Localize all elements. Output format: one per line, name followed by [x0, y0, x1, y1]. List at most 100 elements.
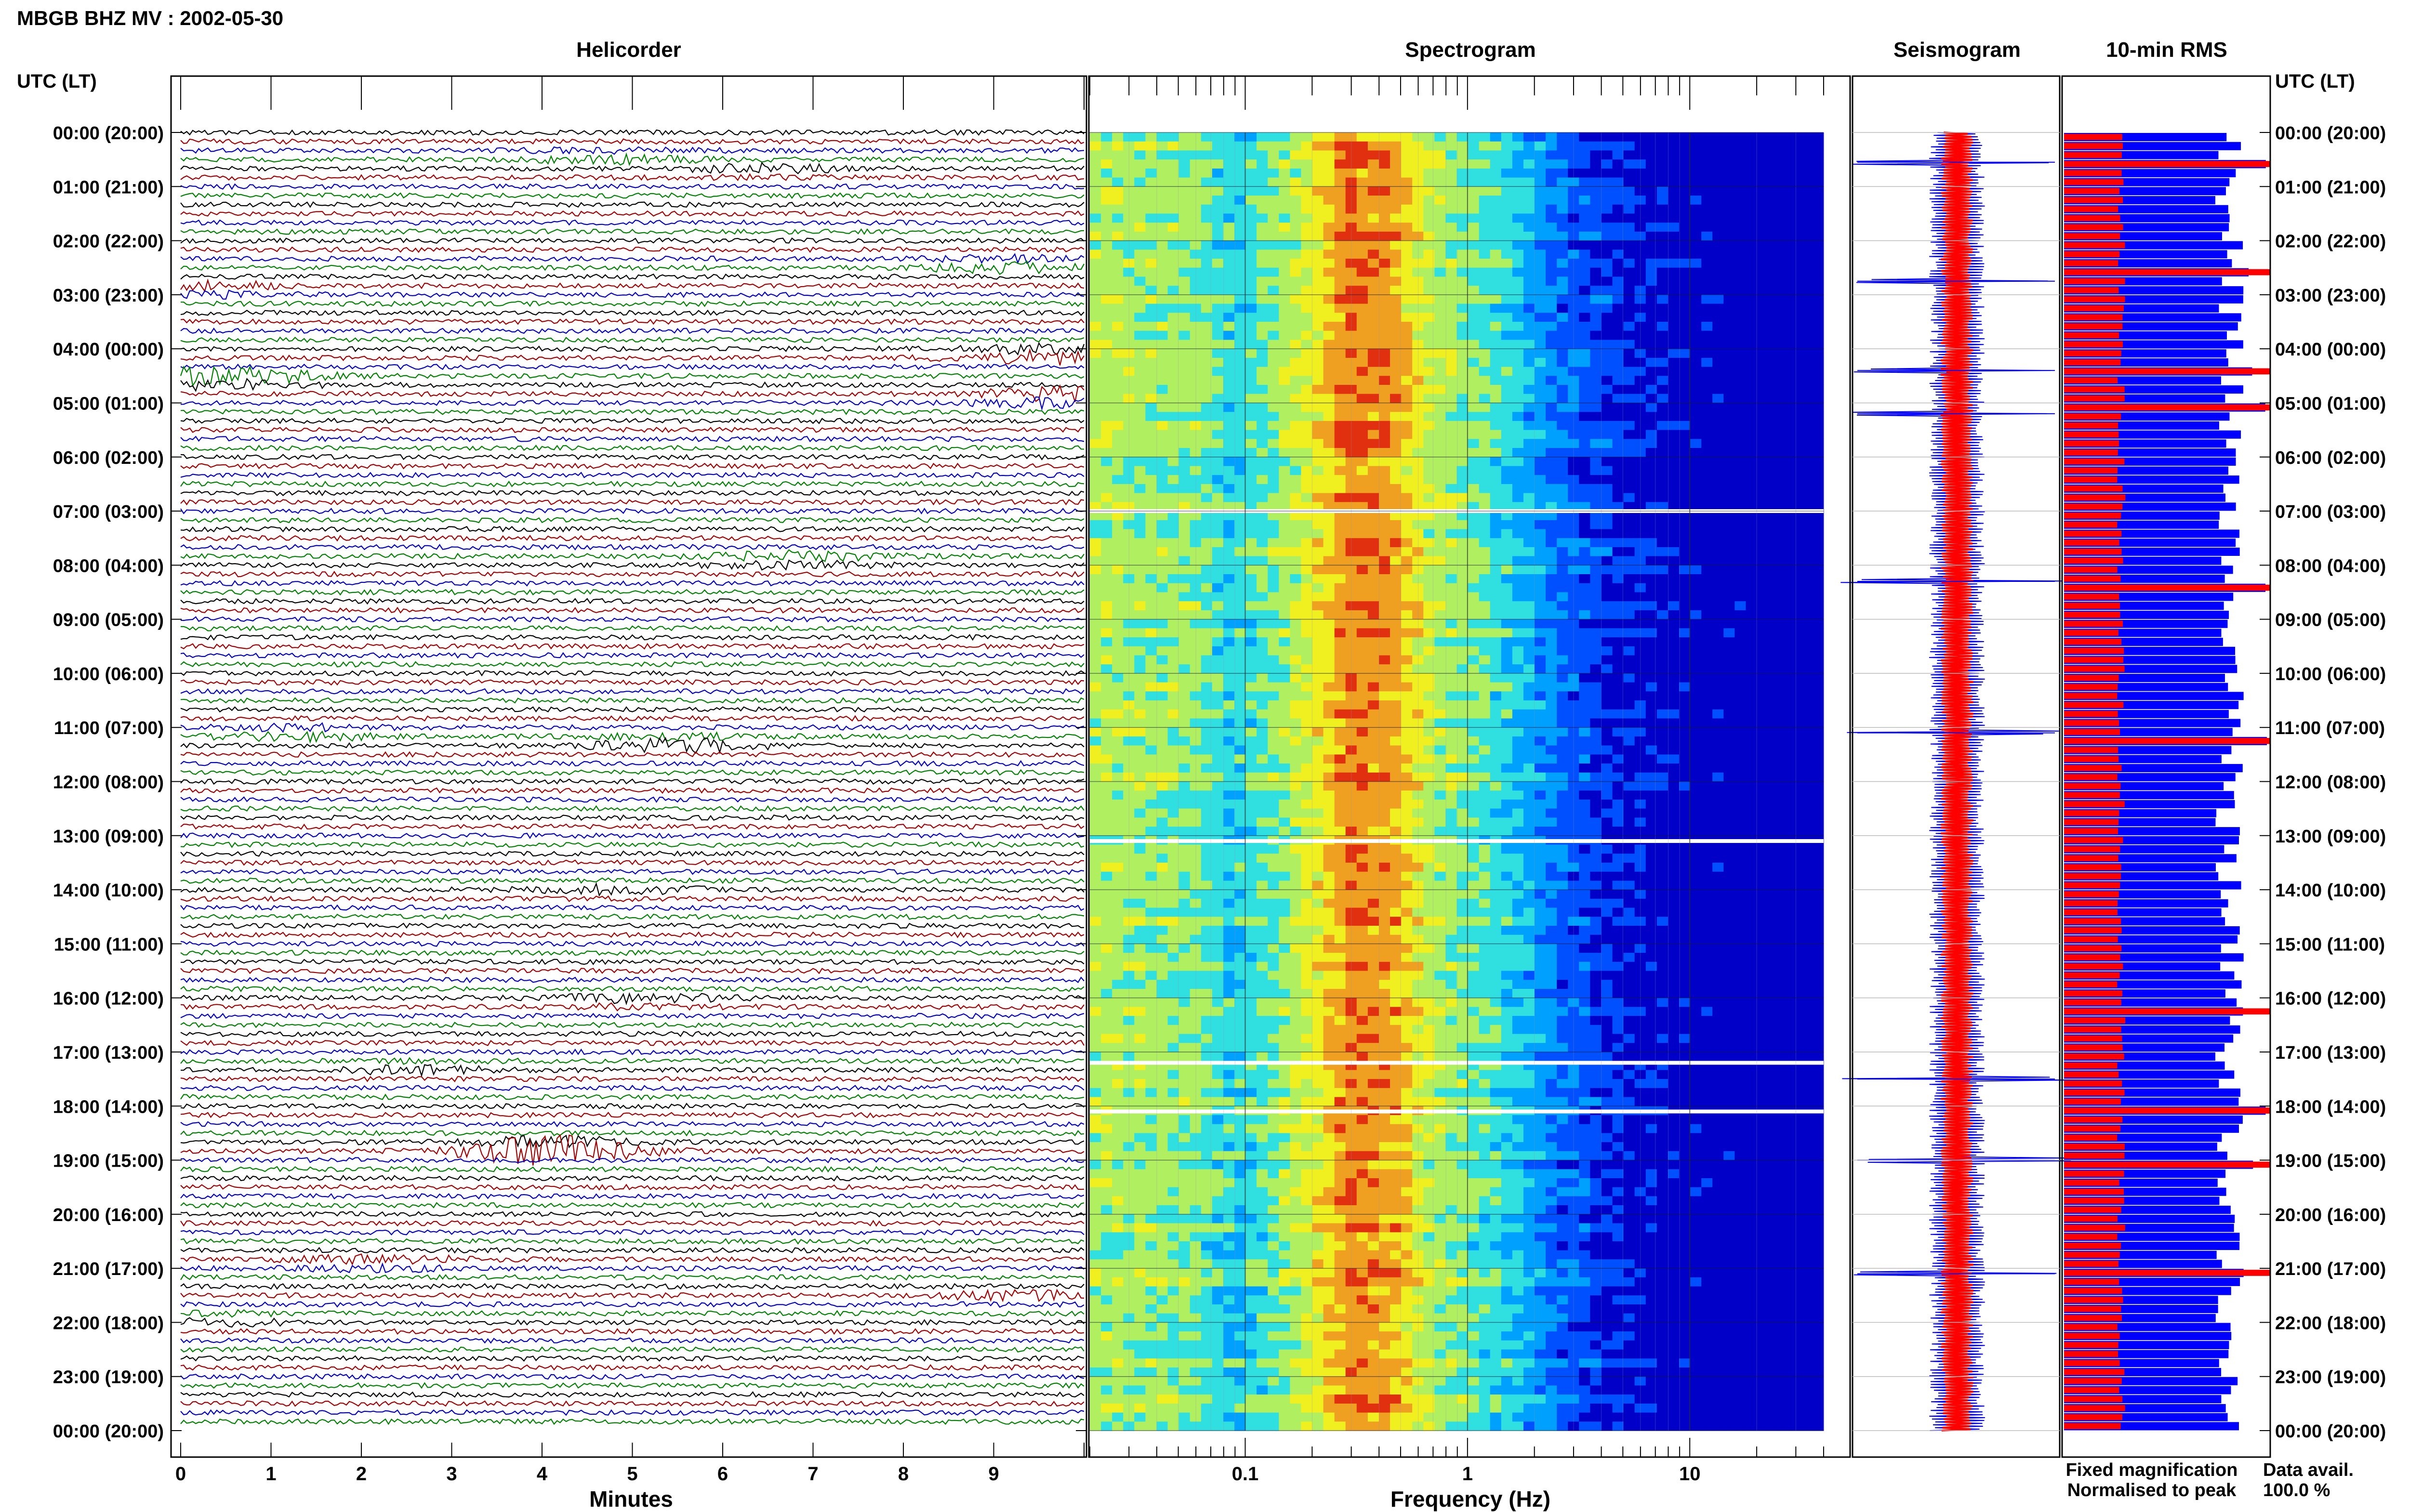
spectrogram-cell: [1612, 196, 1624, 205]
spectrogram-cell: [1356, 529, 1368, 539]
spectrogram-cell: [1656, 430, 1668, 439]
spectrogram-cell: [1656, 601, 1668, 611]
spectrogram-cell: [1568, 466, 1579, 475]
spectrogram-cell: [1479, 520, 1491, 530]
spectrogram-cell: [1223, 457, 1235, 467]
spectrogram-cell: [1268, 150, 1279, 160]
spectrogram-cell: [1579, 430, 1590, 439]
spectrogram-cell: [1379, 745, 1390, 755]
spectrogram-cell: [1123, 357, 1135, 368]
spectrogram-cell: [1456, 493, 1469, 502]
spectrogram-cell: [1345, 196, 1357, 205]
spectrogram-cell: [1301, 547, 1313, 557]
spectrogram-cell: [1323, 628, 1335, 638]
spectrogram-cell: [1323, 457, 1335, 467]
spectrogram-cell: [1746, 412, 1758, 421]
helicorder-trace: [180, 365, 1085, 387]
spectrogram-cell: [1401, 186, 1413, 196]
spectrogram-cell: [1746, 493, 1758, 502]
spectrogram-cell: [1301, 267, 1313, 277]
spectrogram-cell: [1490, 619, 1502, 629]
spectrogram-cell: [1723, 394, 1735, 403]
spectrogram-cell: [1690, 357, 1702, 368]
spectrogram-cell: [1623, 196, 1635, 205]
spectrogram-cell: [1190, 259, 1202, 268]
spectrogram-cell: [1468, 240, 1480, 250]
spectrogram-cell: [1557, 250, 1568, 259]
spectrogram-cell: [1312, 231, 1324, 241]
spectrogram-cell: [1201, 357, 1213, 368]
spectrogram-cell: [1568, 736, 1579, 746]
spectrogram-cell: [1367, 250, 1379, 259]
spectrogram-cell: [1501, 700, 1513, 710]
spectrogram-cell: [1401, 484, 1413, 494]
spectrogram-cell: [1423, 141, 1435, 151]
spectrogram-cell: [1334, 664, 1346, 674]
spectrogram-cell: [1512, 330, 1524, 340]
spectrogram-cell: [1245, 727, 1257, 737]
spectrogram-cell: [1178, 700, 1191, 710]
spectrogram-cell: [1590, 592, 1602, 602]
spectrogram-cell: [1190, 385, 1202, 394]
spectrogram-cell: [1401, 565, 1413, 575]
spectrogram-cell: [1312, 682, 1324, 692]
spectrogram-cell: [1679, 132, 1691, 142]
spectrogram-cell: [1634, 682, 1646, 692]
spectrogram-cell: [1401, 601, 1413, 611]
spectrogram-cell: [1434, 682, 1446, 692]
spectrogram-cell: [1690, 376, 1702, 385]
spectrogram-cell: [1501, 709, 1513, 719]
helicorder-trace: [180, 1174, 1085, 1182]
spectrogram-cell: [1645, 574, 1657, 584]
spectrogram-cell: [1390, 303, 1402, 313]
spectrogram-cell: [1134, 430, 1146, 439]
spectrogram-cell: [1367, 565, 1379, 575]
spectrogram-cell: [1512, 736, 1524, 746]
spectrogram-cell: [1345, 781, 1357, 791]
spectrogram-cell: [1701, 204, 1713, 214]
spectrogram-cell: [1801, 357, 1813, 368]
spectrogram-cell: [1123, 700, 1135, 710]
spectrogram-cell: [1301, 538, 1313, 548]
spectrogram-cell: [1490, 511, 1502, 521]
spectrogram-cell: [1623, 673, 1635, 683]
spectrogram-cell: [1223, 196, 1235, 205]
spectrogram-cell: [1367, 655, 1379, 665]
spectrogram-cell: [1512, 538, 1524, 548]
spectrogram-cell: [1156, 664, 1168, 674]
spectrogram-cell: [1656, 168, 1668, 178]
spectrogram-cell: [1456, 159, 1469, 169]
spectrogram-cell: [1479, 583, 1491, 593]
spectrogram-cell: [1490, 745, 1502, 755]
spectrogram-cell: [1312, 565, 1324, 575]
spectrogram-cell: [1379, 727, 1390, 737]
spectrogram-cell: [1479, 673, 1491, 683]
spectrogram-cell: [1579, 349, 1590, 358]
spectrogram-cell: [1634, 718, 1646, 728]
spectrogram-cell: [1134, 673, 1146, 683]
spectrogram-cell: [1412, 448, 1424, 458]
spectrogram-cell: [1245, 664, 1257, 674]
spectrogram-cell: [1456, 628, 1469, 638]
spectrogram-cell: [1412, 619, 1424, 629]
spectrogram-cell: [1668, 267, 1680, 277]
spectrogram-cell: [1445, 330, 1457, 340]
spectrogram-cell: [1379, 502, 1390, 512]
spectrogram-cell: [1178, 177, 1191, 187]
spectrogram-cell: [1535, 628, 1546, 638]
spectrogram-cell: [1701, 736, 1713, 746]
spectrogram-cell: [1145, 781, 1157, 791]
spectrogram-cell: [1101, 682, 1112, 692]
spectrogram-cell: [1601, 754, 1613, 764]
spectrogram-cell: [1134, 439, 1146, 448]
spectrogram-cell: [1668, 718, 1680, 728]
spectrogram-cell: [1390, 628, 1402, 638]
spectrogram-cell: [1112, 718, 1124, 728]
spectrogram-cell: [1757, 619, 1769, 629]
spectrogram-cell: [1523, 223, 1535, 232]
spectrogram-cell: [1656, 745, 1668, 755]
helicorder-trace: [180, 706, 1085, 713]
spectrogram-cell: [1445, 790, 1457, 800]
spectrogram-cell: [1445, 213, 1457, 223]
spectrogram-cell: [1190, 502, 1202, 512]
